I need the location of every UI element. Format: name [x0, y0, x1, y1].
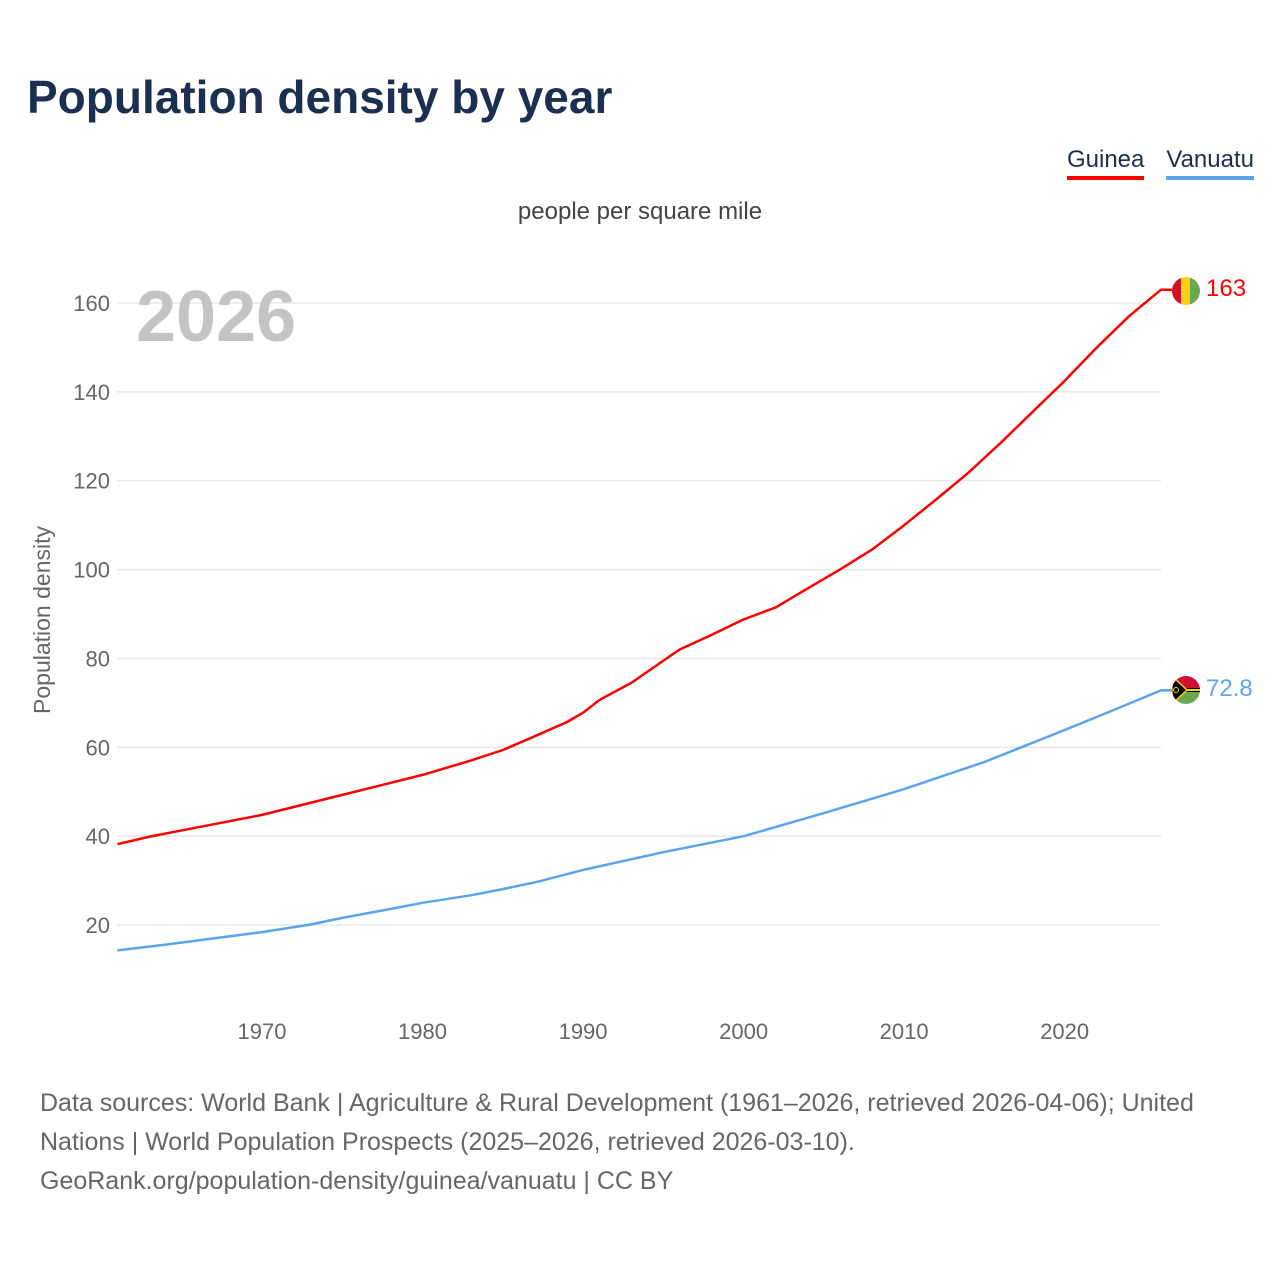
legend: Guinea Vanuatu — [1066, 146, 1254, 180]
y-tick-label: 60 — [86, 735, 110, 760]
x-tick-label: 2020 — [1040, 1019, 1089, 1044]
y-tick-label: 120 — [73, 469, 110, 494]
x-tick-label: 2010 — [880, 1019, 929, 1044]
year-watermark: 2026 — [136, 277, 296, 357]
y-tick-label: 40 — [86, 824, 110, 849]
y-tick-label: 160 — [73, 291, 110, 316]
guinea-flag-icon — [1172, 277, 1200, 305]
vanuatu-flag-icon — [1172, 676, 1200, 704]
y-tick-label: 140 — [73, 380, 110, 405]
y-tick-label: 20 — [86, 913, 110, 938]
source-note: Data sources: World Bank | Agriculture &… — [40, 1084, 1250, 1201]
chart-subtitle: people per square mile — [517, 198, 763, 225]
vanuatu-end-label: 72.8 — [1206, 675, 1253, 702]
x-tick-label: 1990 — [559, 1019, 608, 1044]
series-line-vanuatu[interactable] — [117, 689, 1173, 952]
source-citation: Data sources: World Bank | Agriculture &… — [40, 1089, 1194, 1156]
x-tick-label: 2000 — [719, 1019, 768, 1044]
source-link[interactable]: GeoRank.org/population-density/guinea/va… — [40, 1167, 674, 1195]
y-tick-label: 80 — [86, 646, 110, 671]
legend-item-vanuatu[interactable]: Vanuatu — [1166, 146, 1254, 180]
y-axis-label: Population density — [29, 526, 55, 714]
y-tick-label: 100 — [73, 558, 110, 583]
chart-title: Population density by year — [27, 71, 613, 123]
x-tick-label: 1980 — [398, 1019, 447, 1044]
series-line-guinea[interactable] — [117, 288, 1173, 846]
legend-item-guinea[interactable]: Guinea — [1066, 146, 1145, 180]
guinea-end-label: 163 — [1206, 275, 1246, 302]
x-tick-label: 1970 — [238, 1019, 287, 1044]
